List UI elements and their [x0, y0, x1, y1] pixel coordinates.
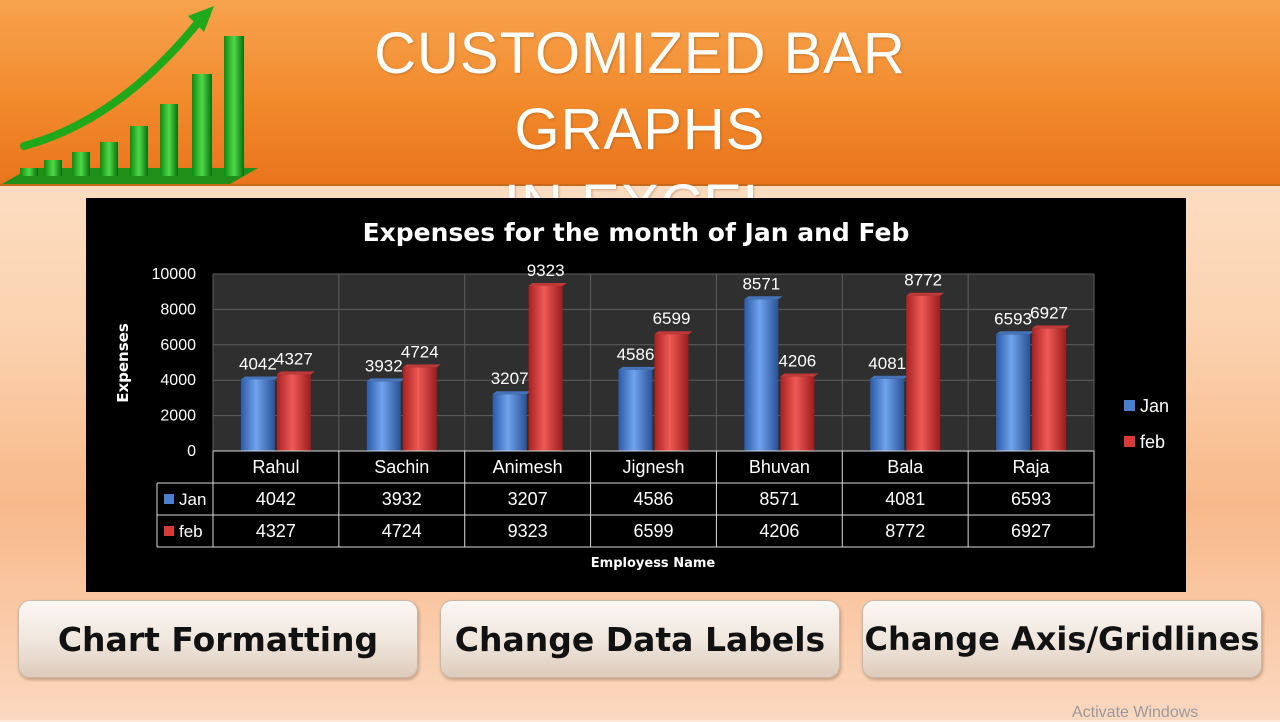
bar-feb [276, 374, 311, 451]
data-label: 6599 [653, 309, 691, 328]
data-label: 3207 [491, 369, 529, 388]
table-cell: 4586 [633, 489, 673, 509]
y-tick-label: 10000 [152, 266, 197, 283]
bar-top-jan [366, 378, 405, 382]
x-tick-label: Bhuvan [749, 457, 810, 477]
bar-jan [240, 379, 275, 451]
table-cell: 6593 [1011, 489, 1051, 509]
bar-top-feb [528, 282, 567, 286]
data-label: 8571 [742, 274, 780, 293]
data-label: 4042 [239, 354, 277, 373]
data-label: 4586 [617, 345, 655, 364]
activate-windows-watermark: Activate Windows [1072, 704, 1199, 721]
bar-top-feb [276, 371, 315, 375]
table-legend-key [164, 494, 174, 504]
expenses-chart: 0 2000 4000 6000 8000 10000 Expenses for the m… [86, 198, 1186, 592]
chart-formatting-button[interactable]: Chart Formatting [18, 600, 418, 678]
data-label: 3932 [365, 356, 403, 375]
bar-top-jan [870, 375, 909, 379]
table-cell: 4724 [382, 521, 422, 541]
y-tick-label: 6000 [160, 337, 196, 354]
table-cell: 4081 [885, 489, 925, 509]
legend-key-feb [1124, 436, 1135, 447]
bar-jan [618, 369, 653, 451]
data-label: 4206 [778, 352, 816, 371]
table-cell: 3207 [508, 489, 548, 509]
y-axis-title: Expenses [114, 323, 132, 403]
x-tick-label: Raja [1013, 457, 1051, 477]
y-tick-label: 2000 [160, 408, 196, 425]
data-label: 8772 [904, 271, 942, 290]
bar-jan [366, 381, 401, 451]
table-legend-key [164, 526, 174, 536]
legend-key-jan [1124, 400, 1135, 411]
chart-title: Expenses for the month of Jan and Feb [363, 218, 910, 247]
bar-jan [492, 394, 527, 451]
bar-feb [906, 295, 941, 451]
table-cell: 4206 [759, 521, 799, 541]
x-tick-label: Sachin [374, 457, 429, 477]
data-label: 4081 [868, 354, 906, 373]
table-cell: 8772 [885, 521, 925, 541]
bar-top-jan [744, 296, 783, 300]
legend-label: Jan [1140, 396, 1169, 416]
table-cell: 9323 [508, 521, 548, 541]
bar-feb [402, 367, 437, 451]
bar-top-feb [402, 364, 441, 368]
bar-top-feb [654, 331, 693, 335]
data-label: 9323 [527, 261, 565, 280]
bar-feb [654, 334, 689, 451]
table-cell: 6599 [633, 521, 673, 541]
table-cell: 8571 [759, 489, 799, 509]
expenses-chart-svg: 0 2000 4000 6000 8000 10000 Expenses for the m… [114, 218, 1169, 571]
y-tick-label: 8000 [160, 301, 196, 318]
x-tick-label: Jignesh [622, 457, 684, 477]
bar-top-jan [492, 391, 531, 395]
data-label: 6927 [1030, 303, 1068, 322]
change-axis-gridlines-button[interactable]: Change Axis/Gridlines [862, 600, 1262, 678]
bar-jan [996, 334, 1031, 451]
bar-top-jan [240, 376, 279, 380]
bar-top-feb [906, 292, 945, 296]
bar-top-jan [996, 331, 1035, 335]
legend-label: feb [1140, 432, 1165, 452]
page-title-line-1: CUSTOMIZED BAR GRAPHS [374, 21, 906, 162]
bar-jan [744, 299, 779, 451]
x-tick-label: Bala [887, 457, 924, 477]
y-tick-label: 0 [187, 443, 196, 460]
growth-bars-arrow-icon [2, 6, 258, 184]
y-tick-label: 4000 [160, 372, 196, 389]
header-banner: CUSTOMIZED BAR GRAPHS IN EXCEL [0, 0, 1280, 238]
bar-feb [528, 285, 563, 451]
table-cell: 4327 [256, 521, 296, 541]
table-cell: 4042 [256, 489, 296, 509]
table-cell: 3932 [382, 489, 422, 509]
x-tick-label: Rahul [252, 457, 299, 477]
bar-feb [780, 376, 815, 451]
plot-area [213, 274, 1094, 451]
x-axis-title: Employess Name [591, 556, 716, 571]
table-series-name: Jan [179, 490, 206, 509]
x-tick-label: Animesh [493, 457, 563, 477]
table-series-name: feb [179, 522, 203, 541]
table-cell: 6927 [1011, 521, 1051, 541]
bar-top-feb [1032, 325, 1071, 329]
bar-top-jan [618, 366, 657, 370]
data-label: 4327 [275, 349, 313, 368]
bar-top-feb [780, 373, 819, 377]
bar-feb [1032, 328, 1067, 451]
data-label: 4724 [401, 342, 439, 361]
bar-jan [870, 378, 905, 451]
change-data-labels-button[interactable]: Change Data Labels [440, 600, 840, 678]
data-label: 6593 [994, 309, 1032, 328]
